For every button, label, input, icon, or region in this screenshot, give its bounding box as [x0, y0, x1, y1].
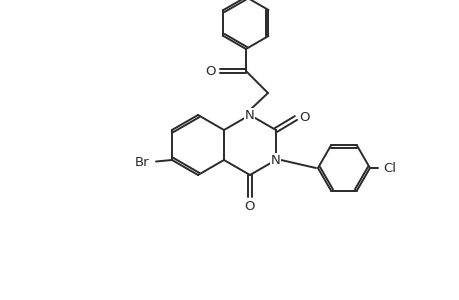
Text: N: N	[270, 154, 280, 166]
Text: O: O	[205, 64, 216, 77]
Text: Cl: Cl	[383, 161, 396, 175]
Text: O: O	[299, 110, 309, 124]
Text: Br: Br	[134, 155, 149, 169]
Text: N: N	[245, 109, 254, 122]
Text: O: O	[244, 200, 255, 212]
